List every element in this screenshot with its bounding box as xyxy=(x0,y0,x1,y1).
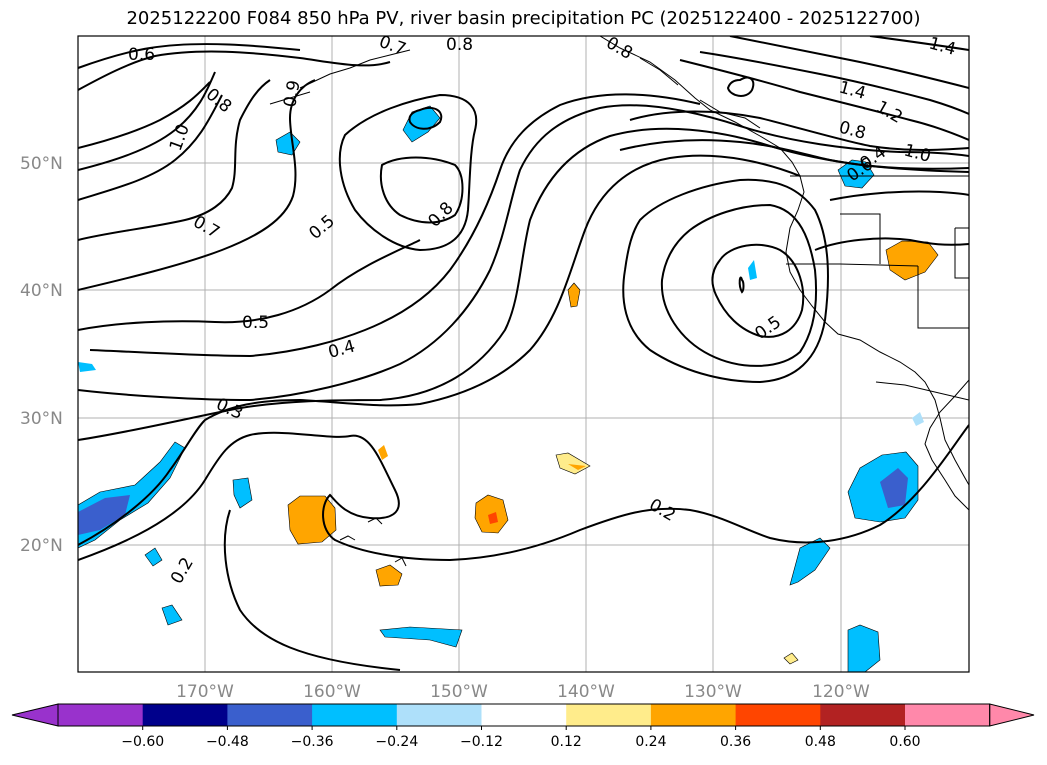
pv-contours xyxy=(78,36,969,671)
colorbar-tick-label: −0.48 xyxy=(206,734,249,750)
lat-labels: 50°N 40°N 30°N 20°N xyxy=(20,154,63,556)
colorbar-tick-label: −0.24 xyxy=(375,734,418,750)
contour-label: 0.9 xyxy=(280,79,304,109)
colorbar-tick-label: 0.48 xyxy=(805,734,836,750)
contour-label: 0.8 xyxy=(446,35,473,55)
colorbar-tick-label: −0.60 xyxy=(121,734,164,750)
precip-shading xyxy=(78,105,939,672)
lon-label-170w: 170°W xyxy=(176,682,234,702)
colorbar-segment xyxy=(481,704,567,726)
lat-label-50n: 50°N xyxy=(20,154,63,174)
colorbar: −0.60 −0.48 −0.36 −0.24 −0.12 0.12 0.24 0.36 0.4… xyxy=(11,703,1035,750)
contour-label: 0.5 xyxy=(242,313,269,333)
colorbar-segment xyxy=(820,704,906,726)
colorbar-segment xyxy=(396,704,482,726)
colorbar-extend-high xyxy=(989,703,1035,727)
colorbar-segment xyxy=(566,704,652,726)
lat-label-20n: 20°N xyxy=(20,536,63,556)
map-title: 2025122200 F084 850 hPa PV, river basin … xyxy=(126,8,921,29)
lon-label-160w: 160°W xyxy=(303,682,361,702)
colorbar-extend-low xyxy=(11,703,59,727)
lon-label-140w: 140°W xyxy=(557,682,615,702)
lat-label-40n: 40°N xyxy=(20,281,63,301)
lon-label-120w: 120°W xyxy=(812,682,870,702)
map-frame xyxy=(77,35,970,673)
colorbar-segment xyxy=(58,704,144,726)
colorbar-tick-label: 0.24 xyxy=(635,734,666,750)
colorbar-segment xyxy=(905,704,991,726)
colorbar-tick-label: 0.12 xyxy=(551,734,582,750)
colorbar-segment xyxy=(142,704,228,726)
colorbar-segment xyxy=(312,704,398,726)
colorbar-tick-label: −0.36 xyxy=(291,734,334,750)
colorbar-tick-label: −0.12 xyxy=(460,734,503,750)
colorbar-tick-label: 0.36 xyxy=(720,734,751,750)
coastlines xyxy=(269,36,969,567)
colorbar-segment xyxy=(735,704,821,726)
lon-labels: 170°W 160°W 150°W 140°W 130°W 120°W xyxy=(176,682,870,702)
colorbar-frame xyxy=(57,703,991,727)
contour-label: 1.4 xyxy=(927,34,958,60)
colorbar-segment xyxy=(650,704,737,726)
lat-label-30n: 30°N xyxy=(20,409,63,429)
colorbar-tick-label: 0.60 xyxy=(889,734,920,750)
contour-label: 0.6 xyxy=(128,45,155,65)
lon-label-150w: 150°W xyxy=(430,682,488,702)
lon-label-130w: 130°W xyxy=(684,682,742,702)
colorbar-segment xyxy=(227,704,313,726)
